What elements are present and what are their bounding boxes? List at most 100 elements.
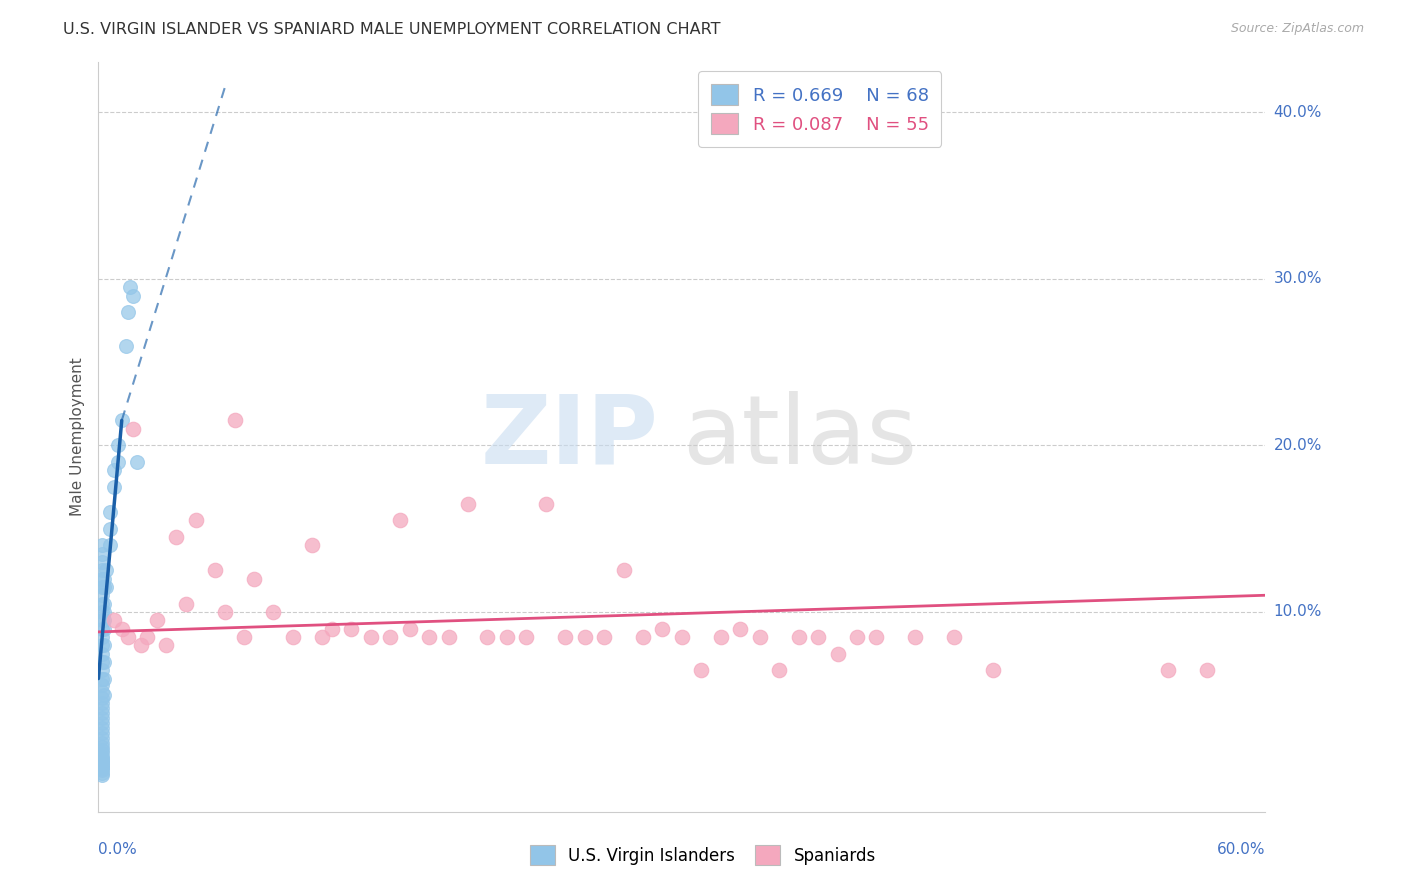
Legend: R = 0.669    N = 68, R = 0.087    N = 55: R = 0.669 N = 68, R = 0.087 N = 55 [699,71,941,146]
Y-axis label: Male Unemployment: Male Unemployment [69,358,84,516]
Point [91,711,114,725]
Text: 10.0%: 10.0% [1274,605,1322,619]
Point [91,749,114,764]
Point [418,630,440,644]
Point [184,513,207,527]
Point [91,766,114,780]
Point [103,613,125,627]
Point [111,622,134,636]
Point [91,647,114,661]
Point [827,647,849,661]
Point [91,691,114,706]
Point [730,622,752,636]
Point [122,422,145,436]
Point [243,572,266,586]
Point [91,555,114,569]
Point [690,663,713,677]
Point [93,622,115,636]
Point [233,630,256,644]
Point [807,630,830,644]
Point [943,630,966,644]
Point [91,605,114,619]
Point [574,630,596,644]
Point [91,743,114,757]
Point [93,688,115,702]
Point [91,701,114,715]
Point [136,630,159,644]
Legend: U.S. Virgin Islanders, Spaniards: U.S. Virgin Islanders, Spaniards [522,837,884,873]
Point [593,630,616,644]
Point [93,605,115,619]
Point [98,522,121,536]
Point [91,678,114,692]
Point [91,622,114,636]
Point [91,747,114,761]
Point [846,630,869,644]
Point [671,630,693,644]
Point [165,530,187,544]
Point [114,338,136,352]
Point [174,597,197,611]
Point [748,630,770,644]
Point [91,761,114,775]
Point [91,597,114,611]
Point [91,751,114,765]
Point [107,455,129,469]
Point [865,630,887,644]
Point [904,630,927,644]
Point [301,538,323,552]
Point [107,438,129,452]
Text: 30.0%: 30.0% [1274,271,1322,286]
Point [155,638,177,652]
Point [554,630,576,644]
Point [146,613,169,627]
Point [651,622,673,636]
Point [981,663,1004,677]
Point [91,726,114,740]
Point [93,638,115,652]
Point [98,505,121,519]
Point [321,622,343,636]
Point [91,697,114,711]
Point [360,630,382,644]
Point [91,630,114,644]
Point [91,613,114,627]
Text: ZIP: ZIP [481,391,658,483]
Point [91,760,114,774]
Point [93,655,115,669]
Point [91,663,114,677]
Point [91,563,114,577]
Point [1195,663,1218,677]
Point [117,305,139,319]
Point [91,572,114,586]
Point [631,630,654,644]
Point [103,463,125,477]
Point [91,547,114,561]
Text: 60.0%: 60.0% [1218,842,1265,857]
Point [534,497,557,511]
Text: 20.0%: 20.0% [1274,438,1322,453]
Point [710,630,733,644]
Point [111,413,134,427]
Point [281,630,304,644]
Text: Source: ZipAtlas.com: Source: ZipAtlas.com [1230,22,1364,36]
Point [91,768,114,782]
Point [787,630,810,644]
Point [93,613,115,627]
Point [117,630,139,644]
Point [477,630,499,644]
Point [515,630,537,644]
Point [262,605,284,619]
Point [91,736,114,750]
Point [93,597,115,611]
Point [91,638,114,652]
Point [96,563,118,577]
Point [118,280,141,294]
Point [91,739,114,754]
Point [91,755,114,769]
Point [93,572,115,586]
Text: atlas: atlas [682,391,917,483]
Point [91,758,114,772]
Text: U.S. VIRGIN ISLANDER VS SPANIARD MALE UNEMPLOYMENT CORRELATION CHART: U.S. VIRGIN ISLANDER VS SPANIARD MALE UN… [63,22,721,37]
Point [127,455,149,469]
